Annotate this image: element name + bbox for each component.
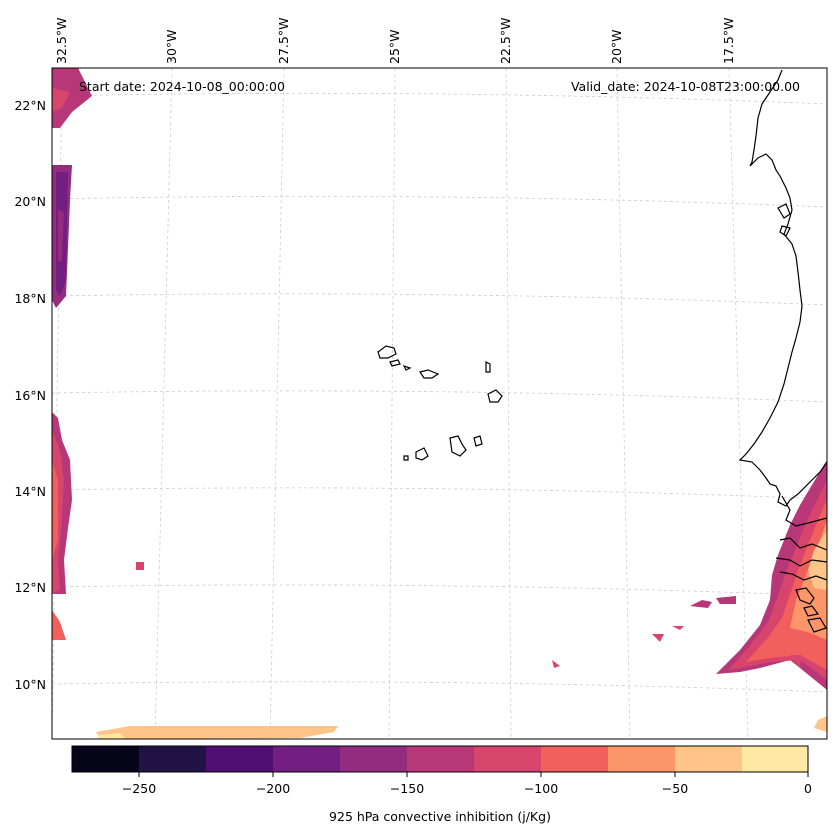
lat-label: 12°N: [14, 580, 46, 595]
map-area: [52, 68, 827, 739]
lon-label: 25°W: [387, 29, 402, 64]
colorbar-segment: [273, 746, 340, 772]
lat-label: 16°N: [14, 388, 46, 403]
colorbar-segment: [742, 746, 808, 772]
colorbar-tick-label: −250: [121, 781, 157, 796]
map-frame: [51, 67, 828, 740]
lon-label: 22.5°W: [498, 17, 513, 64]
colorbar: [71, 745, 809, 777]
lat-label: 14°N: [14, 484, 46, 499]
lat-label: 22°N: [14, 98, 46, 113]
colorbar-title: 925 hPa convective inhibition (j/Kg): [329, 809, 551, 824]
colorbar-segment: [139, 746, 206, 772]
lat-label: 10°N: [14, 677, 46, 692]
lon-label: 17.5°W: [721, 17, 736, 64]
coastlines: [377, 69, 828, 633]
lat-label: 20°N: [14, 194, 46, 209]
lon-label: 20°W: [609, 29, 624, 64]
colorbar-segment: [541, 746, 608, 772]
valid-date-label: Valid_date: 2024-10-08T23:00:00.00: [570, 79, 800, 94]
gridlines: [51, 67, 828, 740]
colorbar-segment: [206, 746, 273, 772]
colorbar-segment: [675, 746, 742, 772]
colorbar-tick-label: −200: [255, 781, 291, 796]
lon-label: 32.5°W: [54, 17, 69, 64]
colorbar-frame: [71, 745, 809, 773]
lon-label: 30°W: [164, 29, 179, 64]
colorbar-tick-label: 0: [804, 781, 812, 796]
cin-contours: [52, 68, 827, 739]
lon-label: 27.5°W: [276, 17, 291, 64]
colorbar-segment: [407, 746, 474, 772]
colorbar-ticks: [138, 772, 809, 777]
start-date-label: Start date: 2024-10-08_00:00:00: [79, 79, 285, 94]
colorbar-tick-label: −50: [661, 781, 689, 796]
colorbar-tick-label: −100: [523, 781, 559, 796]
colorbar-segment: [340, 746, 407, 772]
colorbar-segment: [608, 746, 675, 772]
colorbar-segment: [474, 746, 541, 772]
colorbar-segment: [72, 746, 139, 772]
lat-label: 18°N: [14, 291, 46, 306]
colorbar-tick-label: −150: [389, 781, 425, 796]
